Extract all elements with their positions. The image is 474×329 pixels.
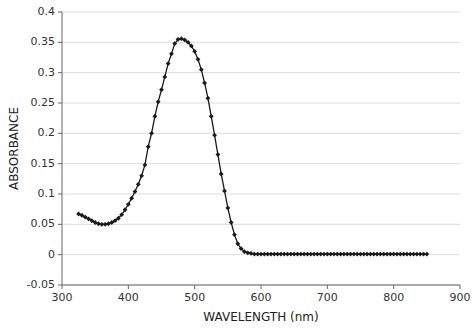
data-point [123,207,128,212]
data-point [189,44,194,49]
y-tick-label: 0.4 [38,5,56,18]
y-tick [58,12,62,13]
data-point [202,81,207,86]
data-point [225,206,230,211]
y-tick-label: 0.15 [31,157,56,170]
grid-line [62,285,460,286]
data-point [136,182,141,187]
y-tick-label: -0.05 [27,278,55,291]
grid-line [62,72,460,73]
data-point [186,40,191,45]
x-tick-label: 300 [52,291,73,304]
chart: -0.05 0 0.05 0.1 0.15 0.2 0.25 0.3 0.35 0.4 300 400… [0,0,474,329]
data-point [143,162,148,167]
data-point [129,196,134,201]
x-tick [62,285,63,289]
x-tick [194,285,195,289]
data-point [219,172,224,177]
data-point [139,173,144,178]
x-tick [460,285,461,289]
data-point [119,212,124,217]
grid-line [62,42,460,43]
y-axis-line [62,12,63,285]
x-tick-label: 500 [184,291,205,304]
grid-line [62,224,460,225]
y-axis-label: ABSORBANCE [7,107,21,190]
y-tick [58,103,62,104]
y-tick-label: 0.35 [31,35,56,48]
y-tick-label: 0.1 [38,187,56,200]
y-tick-label: 0.3 [38,66,56,79]
data-point [146,144,151,149]
x-tick-label: 800 [383,291,404,304]
data-point [156,99,161,104]
data-point [212,133,217,138]
y-tick-label: 0.2 [38,126,56,139]
y-tick-label: 0 [48,248,55,261]
data-point [206,96,211,101]
data-point [229,220,234,225]
y-tick-label: 0.05 [31,217,56,230]
data-point [166,61,171,66]
data-point [133,189,138,194]
y-tick-label: 0.25 [31,96,56,109]
data-point [196,57,201,62]
data-point [232,232,237,237]
data-point [192,49,197,54]
x-axis-label: WAVELENGTH (nm) [203,310,318,324]
data-point [159,87,164,92]
data-point [152,114,157,119]
data-point [172,41,177,46]
absorbance-line [79,39,427,254]
x-tick-label: 400 [118,291,139,304]
y-grid [62,12,460,285]
data-point [222,189,227,194]
data-point [199,67,204,72]
plot-area [76,36,429,256]
y-tick [58,254,62,255]
data-point [149,131,154,136]
grid-line [62,133,460,134]
data-point [116,216,121,221]
x-tick [261,285,262,289]
x-tick-label: 600 [251,291,272,304]
x-axis: 300 400 500 600 700 800 900 [52,285,471,304]
data-point [215,152,220,157]
y-tick [58,194,62,195]
grid-line [62,163,460,164]
x-axis-line [62,285,460,286]
data-point [169,51,174,56]
data-point [239,246,244,251]
grid-line [62,12,460,13]
x-tick-label: 700 [317,291,338,304]
y-tick [58,42,62,43]
x-tick-label: 900 [450,291,471,304]
y-axis: -0.05 0 0.05 0.1 0.15 0.2 0.25 0.3 0.35 0.4 [27,5,62,291]
data-point [126,202,131,207]
y-tick [58,163,62,164]
grid-line [62,103,460,104]
y-tick [58,285,62,286]
x-tick [393,285,394,289]
x-tick [327,285,328,289]
data-point [424,252,429,257]
y-tick [58,72,62,73]
data-point [209,114,214,119]
y-tick [58,224,62,225]
grid-line [62,194,460,195]
x-tick [128,285,129,289]
y-tick [58,133,62,134]
data-point [235,241,240,246]
data-point [162,75,167,80]
